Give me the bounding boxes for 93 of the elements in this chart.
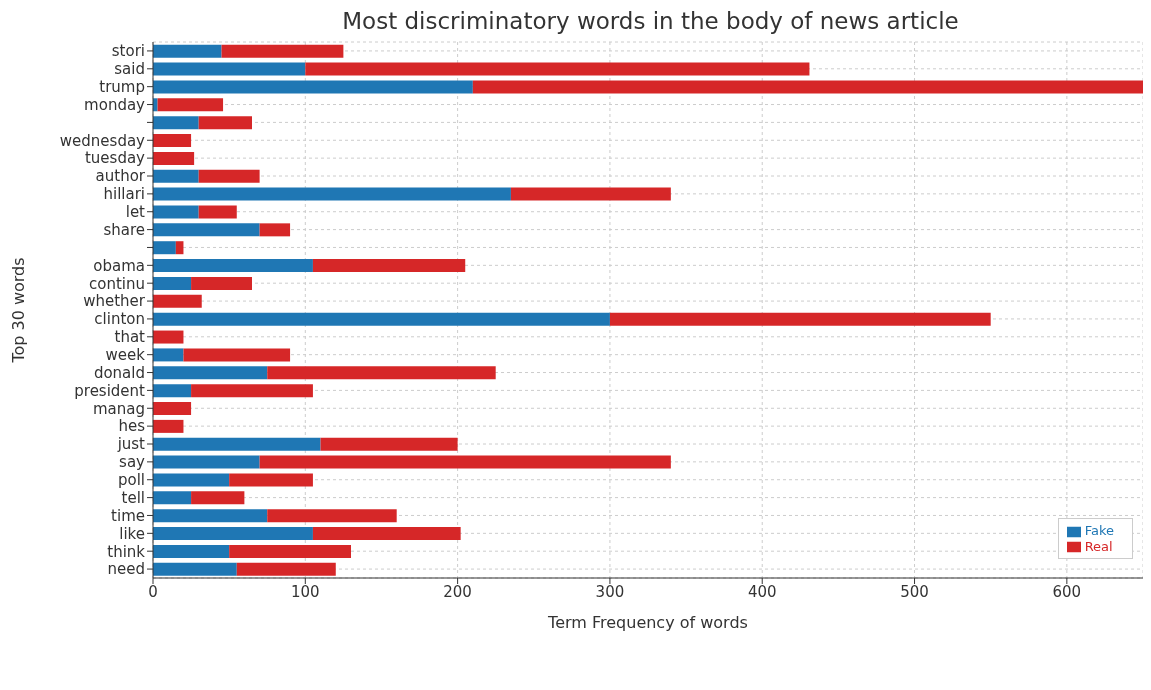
y-tick-label: tell bbox=[121, 488, 145, 507]
bar bbox=[153, 562, 237, 576]
bar bbox=[153, 223, 260, 237]
bar bbox=[191, 384, 313, 398]
x-tick-label: 300 bbox=[595, 582, 625, 601]
bar bbox=[153, 44, 222, 58]
y-tick-label: just bbox=[116, 435, 146, 454]
bar bbox=[153, 402, 192, 416]
x-tick-label: 500 bbox=[900, 582, 929, 601]
bar bbox=[153, 437, 321, 451]
y-tick-label: like bbox=[119, 524, 145, 543]
bar bbox=[153, 116, 199, 130]
bar bbox=[229, 544, 351, 558]
bar bbox=[153, 366, 268, 380]
y-tick-label: donald bbox=[93, 363, 145, 382]
bar bbox=[153, 187, 511, 201]
bar bbox=[510, 187, 671, 201]
bar bbox=[153, 509, 268, 523]
bar bbox=[153, 527, 313, 541]
y-tick-label: author bbox=[95, 167, 146, 186]
y-tick-label: share bbox=[103, 220, 145, 239]
bar bbox=[198, 169, 260, 183]
bar bbox=[153, 169, 199, 183]
bar bbox=[153, 348, 184, 362]
bar bbox=[153, 134, 192, 148]
y-tick-label: hillari bbox=[103, 185, 145, 204]
y-tick-label: stori bbox=[111, 42, 145, 61]
bar bbox=[153, 259, 313, 273]
bar bbox=[153, 455, 260, 469]
bar bbox=[153, 62, 306, 76]
x-axis-title: Term Frequency of words bbox=[547, 613, 748, 632]
chart-title: Most discriminatory words in the body of news article bbox=[341, 8, 960, 34]
y-tick-label: say bbox=[119, 453, 146, 472]
bar bbox=[472, 80, 1143, 94]
bar bbox=[198, 116, 252, 130]
y-tick-label: obama bbox=[93, 256, 145, 275]
legend-label: Fake bbox=[1084, 523, 1114, 538]
y-tick-label: week bbox=[105, 345, 146, 364]
bar bbox=[175, 241, 184, 255]
bar bbox=[236, 562, 336, 576]
bar bbox=[153, 80, 473, 94]
bar bbox=[229, 473, 313, 487]
y-axis-title: Top 30 words bbox=[8, 257, 28, 364]
bar bbox=[153, 151, 195, 165]
bar bbox=[267, 509, 397, 523]
bar bbox=[221, 44, 344, 58]
x-tick-label: 0 bbox=[148, 582, 158, 601]
bar bbox=[320, 437, 458, 451]
bar bbox=[305, 62, 810, 76]
bar bbox=[153, 241, 176, 255]
y-tick-label: hes bbox=[118, 417, 146, 436]
bar bbox=[191, 276, 252, 290]
y-tick-label: clinton bbox=[94, 310, 145, 329]
y-tick-label: continu bbox=[89, 274, 145, 293]
bar bbox=[153, 312, 610, 326]
bar bbox=[153, 384, 192, 398]
y-tick-label: trump bbox=[99, 77, 145, 96]
y-tick-label: time bbox=[111, 506, 145, 525]
y-tick-label: president bbox=[74, 381, 146, 400]
y-tick-label: let bbox=[125, 203, 146, 222]
y-tick-label: manag bbox=[92, 399, 145, 418]
bar bbox=[153, 473, 230, 487]
bar bbox=[267, 366, 496, 380]
y-tick-label: think bbox=[107, 542, 146, 561]
bar bbox=[183, 348, 291, 362]
bar bbox=[259, 223, 291, 237]
bar bbox=[153, 276, 192, 290]
bar bbox=[153, 205, 199, 219]
y-tick-label: said bbox=[114, 60, 145, 79]
bar bbox=[153, 419, 184, 433]
x-tick-label: 200 bbox=[443, 582, 472, 601]
bar bbox=[153, 491, 192, 505]
y-tick-label: poll bbox=[117, 471, 145, 490]
y-tick-label: whether bbox=[83, 292, 146, 311]
bar bbox=[191, 491, 245, 505]
bar bbox=[153, 330, 184, 344]
bar bbox=[198, 205, 237, 219]
bar bbox=[259, 455, 671, 469]
bar bbox=[312, 527, 461, 541]
bar bbox=[153, 544, 230, 558]
x-tick-label: 400 bbox=[747, 582, 777, 601]
y-tick-label: monday bbox=[84, 95, 146, 114]
bar bbox=[312, 259, 466, 273]
legend-label: Real bbox=[1084, 538, 1113, 554]
y-tick-label: that bbox=[114, 328, 146, 347]
x-tick-label: 100 bbox=[290, 582, 320, 601]
x-tick-label: 600 bbox=[1052, 582, 1082, 601]
bar bbox=[609, 312, 991, 326]
bar bbox=[157, 98, 224, 112]
y-tick-label: tuesday bbox=[84, 149, 146, 168]
y-tick-label: wednesday bbox=[59, 131, 146, 150]
y-tick-label: need bbox=[107, 560, 145, 579]
bar bbox=[153, 294, 202, 308]
